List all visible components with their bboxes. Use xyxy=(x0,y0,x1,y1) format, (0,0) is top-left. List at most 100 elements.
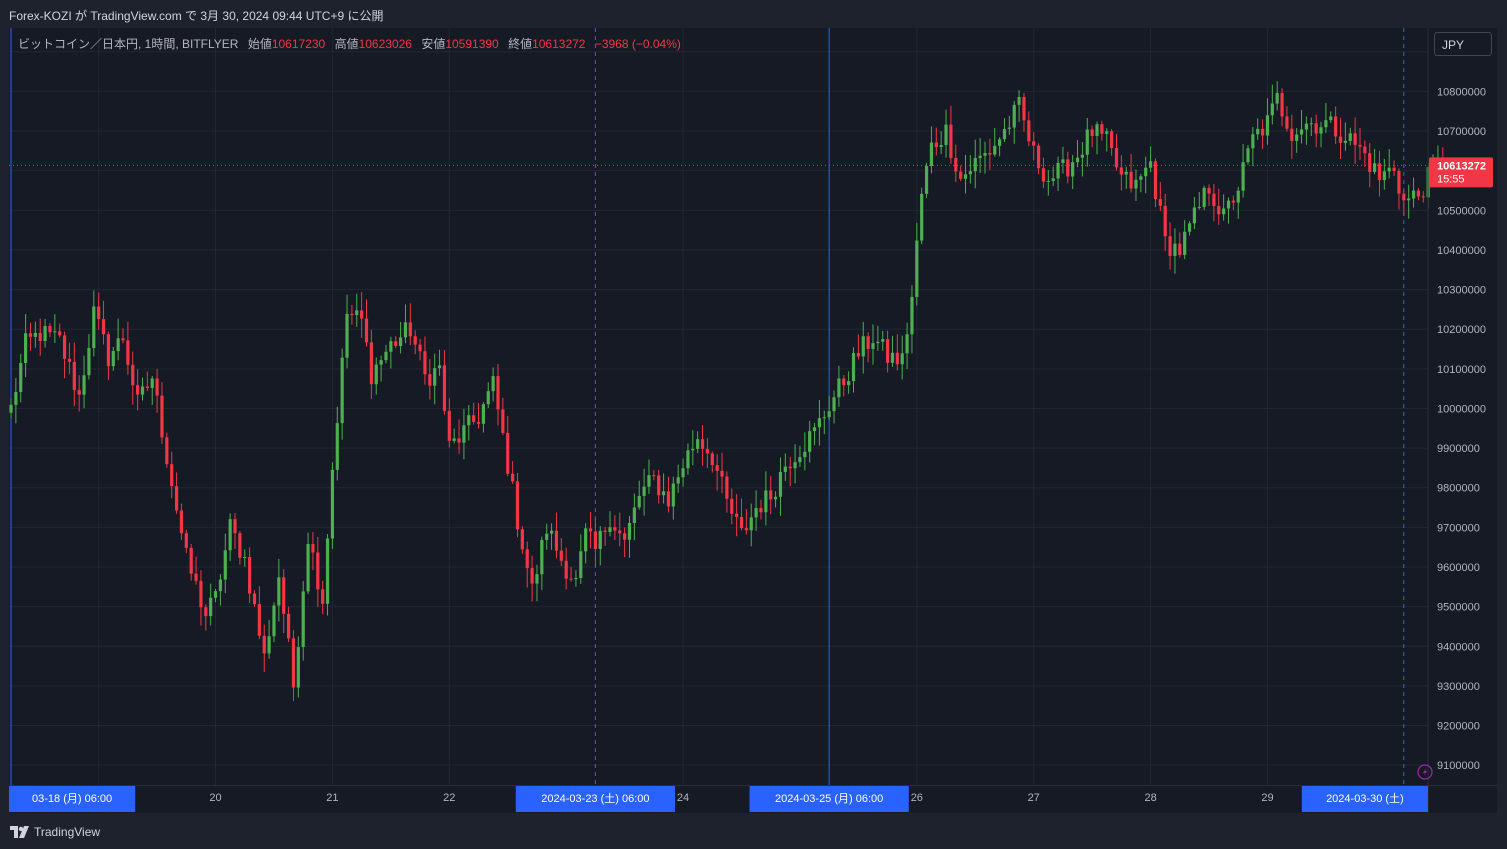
candle-body xyxy=(1163,205,1167,237)
price-tick-label: 10200000 xyxy=(1437,324,1486,336)
candle-body xyxy=(1348,133,1352,141)
time-highlight-label: 2024-03-25 (月) 06:00 xyxy=(775,793,883,805)
candle-body xyxy=(1027,120,1031,142)
price-tick-label: 10400000 xyxy=(1437,245,1486,257)
candle-body xyxy=(851,353,856,382)
candle-body xyxy=(1353,133,1357,145)
time-highlight-label: 2024-03-30 (土) xyxy=(1326,792,1404,805)
candle-body xyxy=(525,549,529,569)
time-tick-label: 27 xyxy=(1028,792,1040,804)
candle-body xyxy=(1187,223,1192,232)
candle-body xyxy=(311,544,315,553)
candle-body xyxy=(910,296,914,335)
candle-body xyxy=(364,318,369,343)
candle-body xyxy=(549,530,554,534)
candle-body xyxy=(121,338,125,341)
candle-body xyxy=(949,124,953,159)
open-label: 始値 xyxy=(247,37,272,51)
price-tick-label: 10100000 xyxy=(1437,364,1486,376)
candle-body xyxy=(301,591,305,648)
candle-body xyxy=(457,438,461,443)
candle-body xyxy=(881,339,885,342)
candle-body xyxy=(1251,134,1255,149)
candle-body xyxy=(209,597,213,617)
price-tag-countdown: 15:55 xyxy=(1437,173,1465,185)
candle-body xyxy=(62,335,67,359)
currency-button[interactable]: JPY xyxy=(1434,32,1492,56)
candle-body xyxy=(1397,171,1401,194)
candlestick-chart[interactable]: 9100000 9200000 9300000 9400000 9500000 96000… xyxy=(9,28,1497,813)
candle-body xyxy=(666,491,671,507)
candle-body xyxy=(691,448,695,451)
candle-body xyxy=(1231,200,1235,203)
low-value: 10591390 xyxy=(445,37,499,51)
candle-body xyxy=(82,375,86,395)
candle-body xyxy=(715,465,719,471)
candle-body xyxy=(1304,123,1309,130)
candle-body xyxy=(769,490,773,500)
candle-body xyxy=(213,591,218,598)
candle-body xyxy=(165,437,169,465)
time-highlight-label: 03-18 (月) 06:00 xyxy=(32,793,112,805)
candle-body xyxy=(1178,243,1182,255)
session-lines xyxy=(10,28,1405,785)
candle-body xyxy=(934,142,938,148)
candle-body xyxy=(778,471,783,497)
candle-body xyxy=(136,385,140,395)
candle-body xyxy=(1236,190,1240,203)
publish-header: Forex-KOZI が TradingView.com で 3月 30, 20… xyxy=(0,0,1507,28)
candle-body xyxy=(116,338,120,352)
candle-body xyxy=(442,365,447,411)
candle-body xyxy=(340,357,344,424)
candle-body xyxy=(959,171,963,179)
candle-body xyxy=(1056,162,1060,179)
candle-body xyxy=(1139,176,1143,180)
candle-body xyxy=(803,451,807,458)
candle-body xyxy=(1402,193,1406,201)
candles xyxy=(9,81,1445,702)
chart-pane[interactable]: 9100000 9200000 9300000 9400000 9500000 96000… xyxy=(9,28,1497,813)
footer: TradingView xyxy=(0,813,1507,849)
candle-body xyxy=(1275,93,1279,104)
candle-body xyxy=(856,353,860,357)
candle-body xyxy=(101,319,106,335)
candle-body xyxy=(43,326,47,341)
candle-body xyxy=(808,431,812,452)
candle-body xyxy=(437,365,442,369)
candle-body xyxy=(535,574,539,584)
candle-body xyxy=(1183,231,1187,255)
ohlc-legend: ビットコイン／日本円, 1時間, BITFLYER 始値10617230 高値1… xyxy=(18,35,681,52)
candle-body xyxy=(67,358,72,362)
time-tick-label: 26 xyxy=(911,792,923,804)
candle-body xyxy=(179,510,184,534)
candle-body xyxy=(920,193,924,241)
candle-body xyxy=(618,530,622,534)
candle-body xyxy=(954,158,958,172)
candle-body xyxy=(905,334,909,354)
candle-body xyxy=(730,498,734,514)
high-value: 10623026 xyxy=(358,37,412,51)
candle-body xyxy=(890,352,895,363)
candle-body xyxy=(915,240,919,297)
close-value: 10613272 xyxy=(532,37,586,51)
time-tick-label: 24 xyxy=(677,792,689,804)
candle-body xyxy=(33,333,37,337)
candle-body xyxy=(574,577,578,580)
candle-body xyxy=(97,306,101,320)
candle-body xyxy=(145,386,149,388)
candle-body xyxy=(847,381,851,386)
candle-body xyxy=(749,517,753,531)
candle-body xyxy=(1080,154,1084,158)
candle-body xyxy=(1022,97,1026,121)
candle-body xyxy=(676,477,680,484)
candle-body xyxy=(506,432,510,474)
candle-body xyxy=(822,417,826,419)
candle-body xyxy=(598,530,602,549)
candle-body xyxy=(540,539,544,575)
candle-body xyxy=(53,331,57,333)
candle-body xyxy=(252,593,257,605)
candle-body xyxy=(184,533,188,548)
price-tick-label: 9600000 xyxy=(1437,562,1480,574)
tradingview-logo[interactable]: TradingView xyxy=(10,825,100,839)
